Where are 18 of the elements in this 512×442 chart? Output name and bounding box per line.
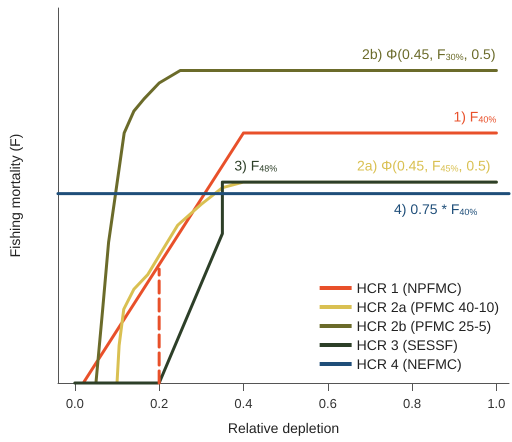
y-axis-title: Fishing mortality (F) (7, 134, 23, 258)
legend-label: HCR 3 (SESSF) (356, 337, 458, 353)
x-tick-label: 0.2 (150, 396, 168, 411)
x-tick-label: 0.0 (66, 396, 84, 411)
x-tick-label: 0.4 (234, 396, 252, 411)
x-tick-label: 0.8 (403, 396, 422, 411)
x-tick-label: 1.0 (487, 396, 506, 411)
legend-label: HCR 4 (NEFMC) (356, 356, 462, 372)
annotation: 4) 0.75 * F40% (394, 201, 478, 218)
legend-label: HCR 1 (NPFMC) (356, 280, 462, 296)
legend-label: HCR 2b (PFMC 25-5) (356, 318, 492, 334)
x-axis-title: Relative depletion (228, 420, 340, 436)
annotation: 3) F48% (234, 158, 278, 174)
x-tick-label: 0.6 (318, 396, 337, 411)
annotation: 2b) Φ(0.45, F30%, 0.5) (362, 46, 496, 62)
annotation: 1) F40% (453, 108, 496, 124)
legend-label: HCR 2a (PFMC 40-10) (356, 299, 500, 315)
annotation: 2a) Φ(0.45, F45%, 0.5) (357, 158, 490, 174)
